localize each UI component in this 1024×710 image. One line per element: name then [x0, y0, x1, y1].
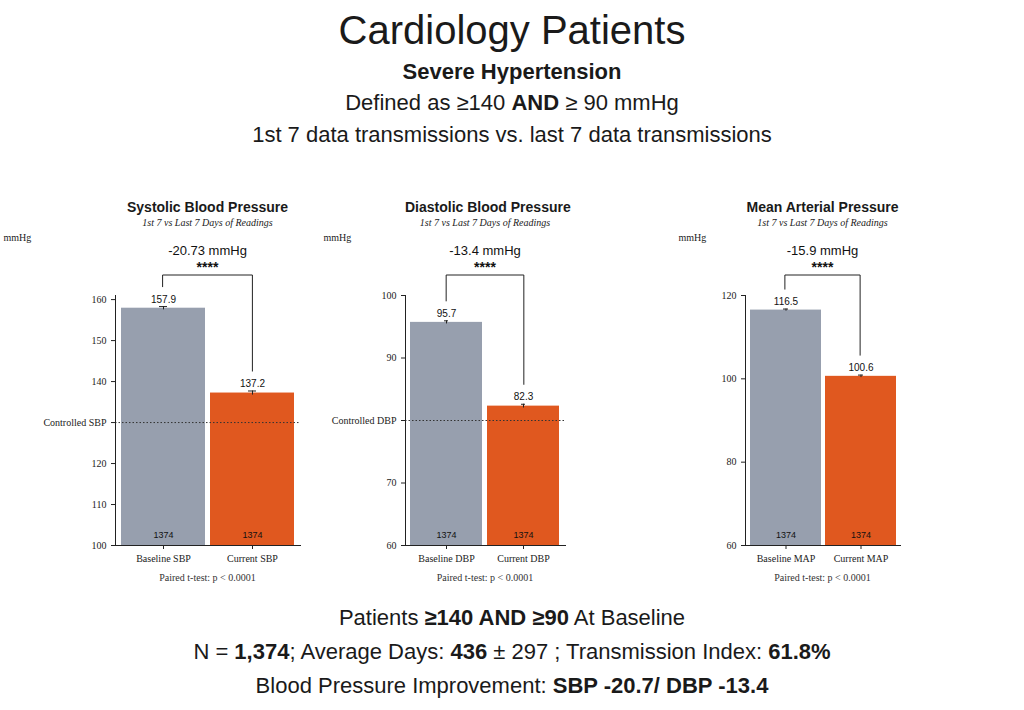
svg-text:120: 120 — [92, 458, 107, 469]
svg-text:Baseline MAP: Baseline MAP — [757, 553, 816, 564]
html-text:Mean Arterial Pressure: Mean Arterial Pressure — [746, 199, 899, 215]
html-text:1st 7 data transmissions vs. l: 1st 7 data transmissions vs. last 7 data… — [252, 122, 772, 147]
svg-text:1374: 1374 — [513, 530, 533, 540]
svg-text:Current SBP: Current SBP — [227, 553, 278, 564]
svg-text:Controlled DBP: Controlled DBP — [332, 415, 397, 426]
svg-text:Current DBP: Current DBP — [497, 553, 550, 564]
svg-text:****: **** — [197, 259, 219, 275]
svg-text:100: 100 — [722, 373, 737, 384]
svg-text:95.7: 95.7 — [437, 308, 457, 319]
svg-text:157.9: 157.9 — [151, 294, 176, 305]
svg-text:100: 100 — [382, 290, 397, 301]
svg-text:Baseline SBP: Baseline SBP — [136, 553, 191, 564]
html-text:Patients ≥140 AND ≥90 At Basel: Patients ≥140 AND ≥90 At Baseline — [338, 605, 686, 630]
html-text:N = 1,374; Average Days: 436 ±: N = 1,374; Average Days: 436 ± 297 ; Tra… — [193, 639, 831, 664]
svg-text:120: 120 — [722, 290, 737, 301]
svg-text:100.6: 100.6 — [848, 362, 873, 373]
svg-text:mmHg: mmHg — [4, 232, 32, 243]
svg-text:Controlled SBP: Controlled SBP — [43, 417, 107, 428]
svg-text:1374: 1374 — [153, 530, 173, 540]
svg-text:82.3: 82.3 — [514, 391, 534, 402]
svg-text:mmHg: mmHg — [679, 232, 707, 243]
html-text:Blood Pressure Improvement: SB: Blood Pressure Improvement: SBP -20.7/ D… — [255, 673, 769, 698]
html-text:1st 7 vs Last 7 Days of Readin: 1st 7 vs Last 7 Days of Readings — [419, 217, 551, 228]
svg-text:mmHg: mmHg — [324, 232, 352, 243]
svg-text:1374: 1374 — [436, 530, 456, 540]
html-text:Defined as ≥140 AND ≥ 90 mmHg: Defined as ≥140 AND ≥ 90 mmHg — [345, 90, 679, 115]
html-text:Diastolic Blood Pressure: Diastolic Blood Pressure — [405, 199, 571, 215]
html-text:Severe Hypertension: Severe Hypertension — [402, 59, 622, 84]
svg-text:110: 110 — [92, 499, 107, 510]
svg-text:60: 60 — [727, 540, 737, 551]
svg-text:80: 80 — [727, 456, 737, 467]
html-text:1st 7 vs Last 7 Days of Readin: 1st 7 vs Last 7 Days of Readings — [757, 217, 888, 228]
svg-text:1374: 1374 — [851, 530, 871, 540]
svg-text:70: 70 — [387, 477, 397, 488]
svg-text:-20.73 mmHg: -20.73 mmHg — [168, 243, 247, 258]
svg-text:1374: 1374 — [776, 530, 796, 540]
svg-text:140: 140 — [92, 376, 107, 387]
svg-text:-15.9 mmHg: -15.9 mmHg — [787, 243, 859, 258]
svg-text:1374: 1374 — [242, 530, 262, 540]
html-text:Cardiology Patients: Cardiology Patients — [338, 8, 686, 52]
svg-text:137.2: 137.2 — [240, 378, 265, 389]
svg-text:160: 160 — [92, 294, 107, 305]
svg-text:100: 100 — [92, 540, 107, 551]
svg-text:150: 150 — [92, 335, 107, 346]
svg-text:Baseline DBP: Baseline DBP — [418, 553, 475, 564]
html-text:Paired t-test: p < 0.0001: Paired t-test: p < 0.0001 — [774, 572, 871, 583]
html-text:1st 7 vs Last 7 Days of Readin: 1st 7 vs Last 7 Days of Readings — [142, 217, 273, 228]
svg-text:116.5: 116.5 — [774, 296, 799, 307]
svg-text:-13.4 mmHg: -13.4 mmHg — [449, 243, 521, 258]
html-text:Systolic Blood Pressure: Systolic Blood Pressure — [127, 199, 288, 215]
html-text:Paired t-test: p < 0.0001: Paired t-test: p < 0.0001 — [436, 572, 534, 583]
svg-text:90: 90 — [387, 352, 397, 363]
svg-text:60: 60 — [387, 540, 397, 551]
svg-text:****: **** — [474, 259, 496, 275]
html-text:Paired t-test: p < 0.0001: Paired t-test: p < 0.0001 — [159, 572, 256, 583]
svg-text:****: **** — [812, 259, 834, 275]
svg-text:Current MAP: Current MAP — [834, 553, 889, 564]
